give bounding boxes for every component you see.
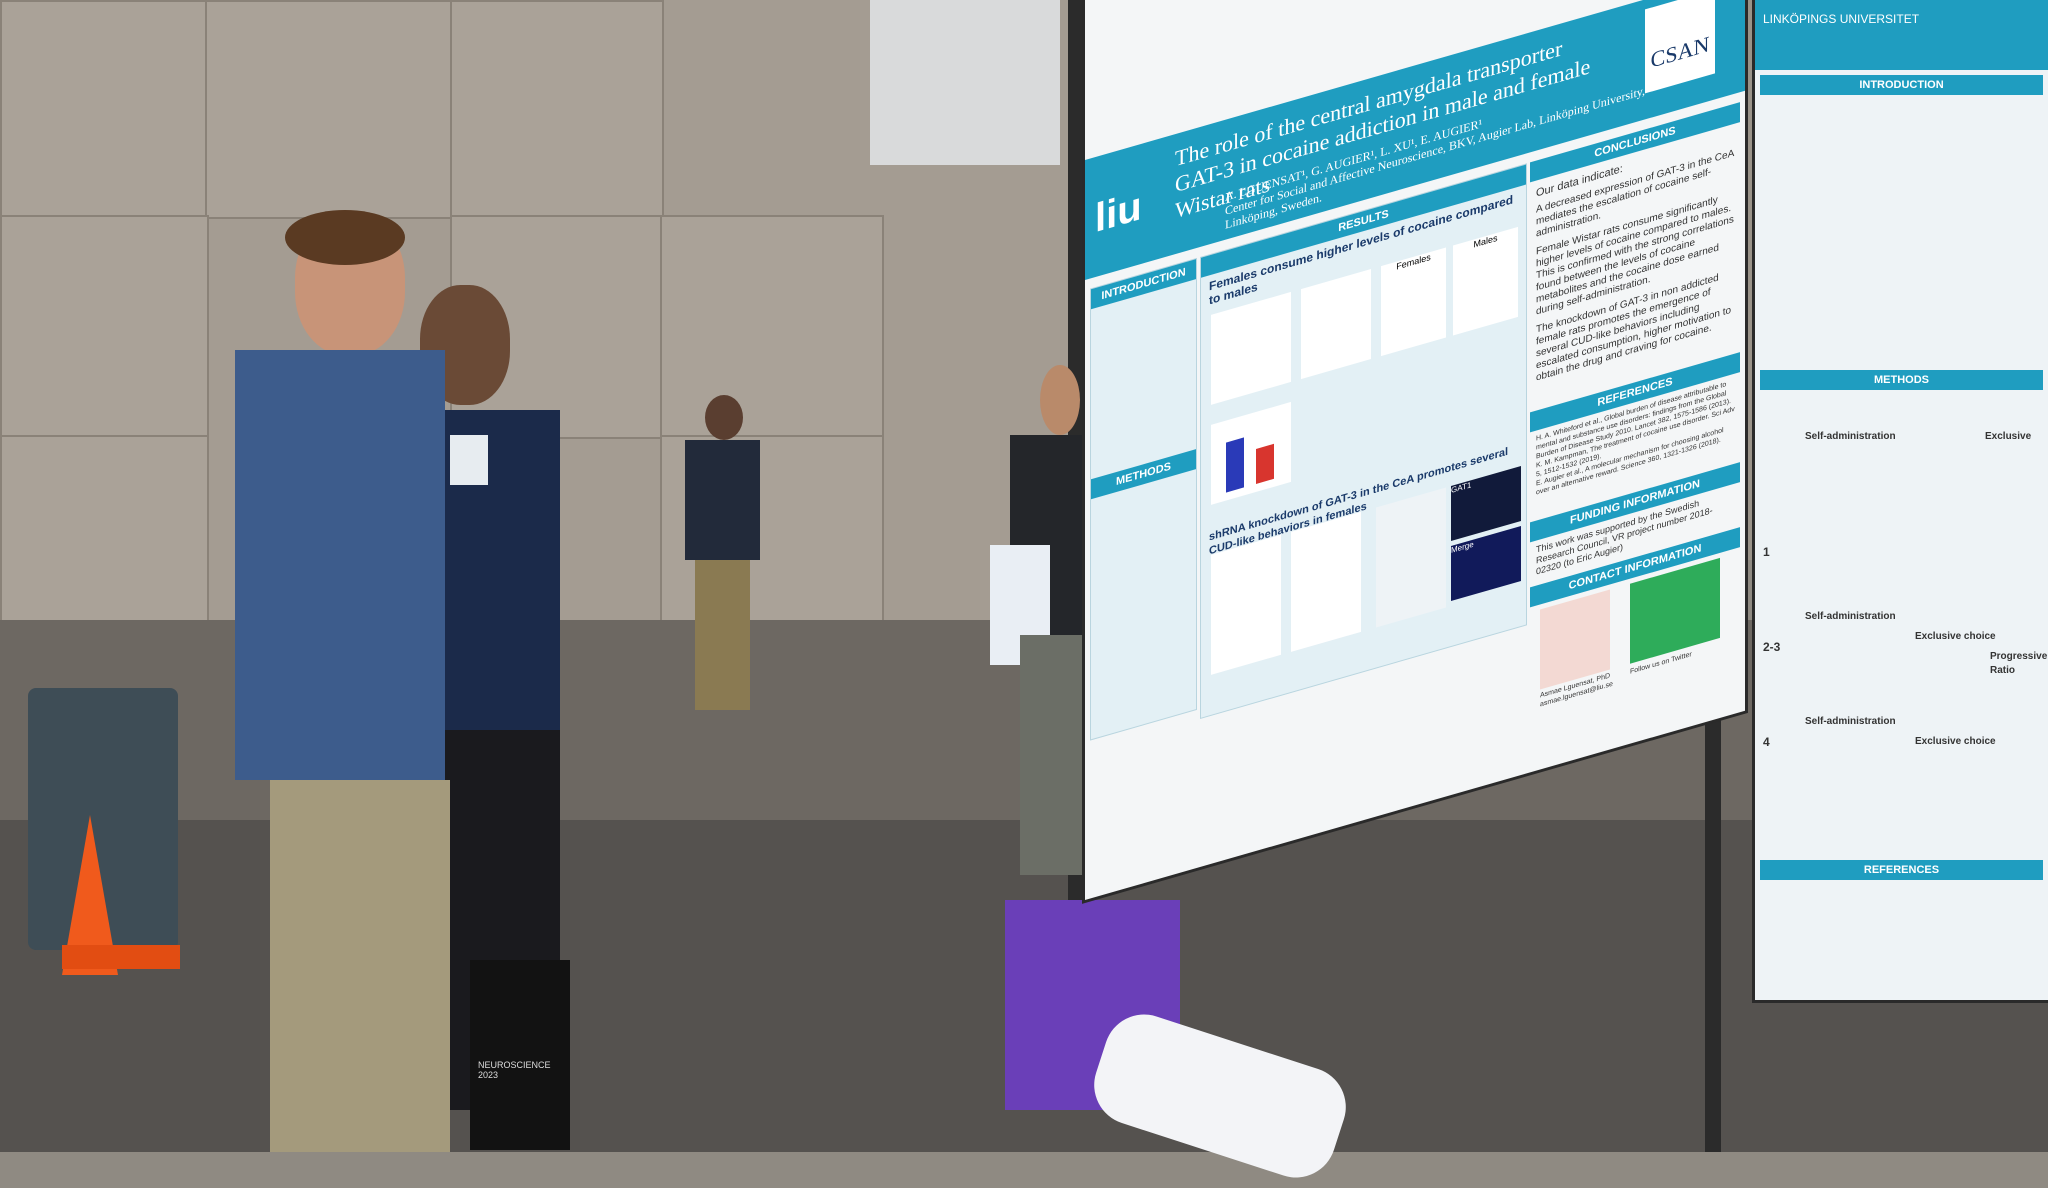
results-section: RESULTS Females consume higher levels of… <box>1200 163 1527 720</box>
chart-panel <box>1301 268 1371 380</box>
step-number: 1 <box>1763 545 1770 559</box>
method-label: Self-administration <box>1805 611 1896 622</box>
chart-panel <box>1211 291 1291 405</box>
method-label: Exclusive choice <box>1915 736 1996 747</box>
university-name: LINKÖPINGS UNIVERSITET <box>1763 12 1920 26</box>
adjacent-references-heading: REFERENCES <box>1760 860 2043 880</box>
chart-panel: Males <box>1453 226 1518 336</box>
methods-heading: METHODS <box>1091 449 1196 500</box>
hanging-sign <box>870 0 1060 165</box>
passerby <box>680 395 770 715</box>
wall-panel <box>0 215 209 439</box>
tote-bag-black: NEUROSCIENCE 2023 <box>470 960 570 1150</box>
intro-section: INTRODUCTION METHODS <box>1090 257 1197 741</box>
adjacent-intro-heading: INTRODUCTION <box>1760 75 2043 95</box>
step-number: 2-3 <box>1763 640 1781 654</box>
adjacent-methods-heading: METHODS <box>1760 370 2043 390</box>
step-number: 4 <box>1763 735 1770 749</box>
wall-panel <box>450 0 664 219</box>
wall-panel <box>0 0 209 219</box>
chart-panel <box>1211 534 1281 675</box>
traffic-cone-base <box>62 945 180 969</box>
method-label: Self-administration <box>1805 431 1896 442</box>
wall-panel <box>660 215 884 439</box>
bar-chart <box>1211 401 1291 505</box>
chart-panel: Females <box>1381 247 1446 357</box>
name-badge <box>450 435 488 485</box>
badge-text: NEUROSCIENCE 2023 <box>478 1060 551 1080</box>
chart-panel <box>1376 487 1446 628</box>
chart-panel <box>1291 511 1361 652</box>
method-label: Progressive Ratio <box>1990 651 2048 676</box>
right-column: CONCLUSIONS Our data indicate: A decreas… <box>1530 102 1740 722</box>
man-in-patterned-shirt <box>225 210 485 1152</box>
csan-logo: CSAN <box>1645 0 1715 94</box>
adjacent-header: LINKÖPINGS UNIVERSITET <box>1755 0 2048 70</box>
liu-logo: liu <box>1095 183 1142 242</box>
wall-panel <box>205 0 454 219</box>
adjacent-poster: LINKÖPINGS UNIVERSITET INTRODUCTION METH… <box>1755 0 2048 1000</box>
method-label: Exclusive choice <box>1915 631 1996 642</box>
method-label: Self-administration <box>1805 716 1896 727</box>
method-label: Exclusive <box>1985 431 2032 442</box>
